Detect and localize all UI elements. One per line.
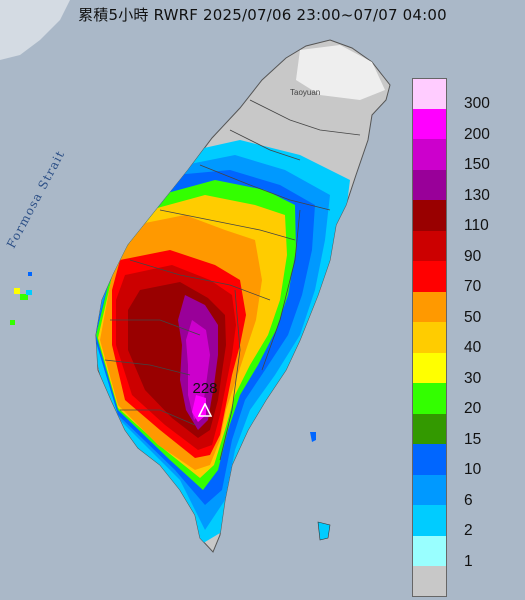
legend-item: 30: [412, 352, 508, 387]
offshore-islands: [10, 272, 331, 541]
legend-swatch: [412, 139, 447, 170]
legend-swatch: [412, 200, 447, 231]
legend-label: 300: [464, 95, 490, 112]
legend-label: 110: [464, 217, 489, 234]
legend-swatch: [412, 322, 447, 353]
legend-label: 6: [464, 491, 473, 509]
legend-label: 1: [464, 552, 473, 570]
legend-item: 50: [412, 291, 508, 326]
legend-item: 300: [412, 78, 508, 112]
legend-item: 20: [412, 383, 508, 417]
legend-label: 15: [464, 430, 482, 448]
legend-item: 70: [412, 261, 508, 295]
legend-item: 130: [412, 169, 508, 204]
legend-swatch: [412, 169, 447, 200]
legend-label: 2: [464, 522, 473, 539]
legend-item: [412, 566, 508, 597]
legend-swatch: [412, 291, 447, 322]
legend-item: 15: [412, 413, 508, 448]
station-value: 228: [192, 380, 218, 397]
legend-item: 1: [412, 535, 508, 570]
mainland-coast: [0, 0, 70, 60]
legend-label: 90: [464, 247, 482, 265]
legend-label: 10: [464, 461, 482, 478]
legend-label: 130: [464, 186, 490, 204]
legend-label: 70: [464, 278, 482, 295]
triangle-marker-icon: [198, 403, 212, 417]
legend-swatch: [412, 78, 447, 109]
legend-item: 2: [412, 505, 508, 539]
legend-swatch: [412, 230, 447, 261]
legend-swatch: [412, 413, 447, 444]
legend-item: 110: [412, 200, 508, 234]
rainfall-bands: [96, 140, 350, 545]
county-boundaries: [104, 99, 361, 461]
legend-item: 6: [412, 474, 508, 509]
legend-label: 20: [464, 400, 482, 417]
legend-label: 200: [464, 125, 490, 143]
map-title: 累積5小時 RWRF 2025/07/06 23:00~07/07 04:00: [78, 6, 447, 24]
legend-item: 200: [412, 108, 508, 143]
legend-label: 40: [464, 339, 482, 356]
legend-swatch: [412, 261, 447, 292]
legend-item: 150: [412, 139, 508, 173]
legend-label: 50: [464, 308, 482, 326]
rainfall-legend: 300 200 150 130 110 90 70 50 40 30 20 15 10 6 2 1: [412, 78, 508, 597]
legend-swatch: [412, 108, 447, 139]
city-label: Taoyuan: [290, 88, 321, 97]
legend-swatch: [412, 444, 447, 475]
legend-label: 30: [464, 369, 482, 387]
legend-label: 150: [464, 156, 490, 173]
legend-swatch: [412, 474, 447, 505]
max-rain-station: 228: [185, 380, 225, 420]
legend-swatch: [412, 566, 447, 597]
legend-swatch: [412, 535, 447, 566]
legend-swatch: [412, 352, 447, 383]
rain-band-150: [186, 320, 210, 420]
legend-item: 90: [412, 230, 508, 265]
legend-item: 10: [412, 444, 508, 478]
legend-swatch: [412, 383, 447, 414]
legend-item: 40: [412, 322, 508, 356]
north-dry-area: [296, 45, 385, 100]
legend-swatch: [412, 505, 447, 536]
